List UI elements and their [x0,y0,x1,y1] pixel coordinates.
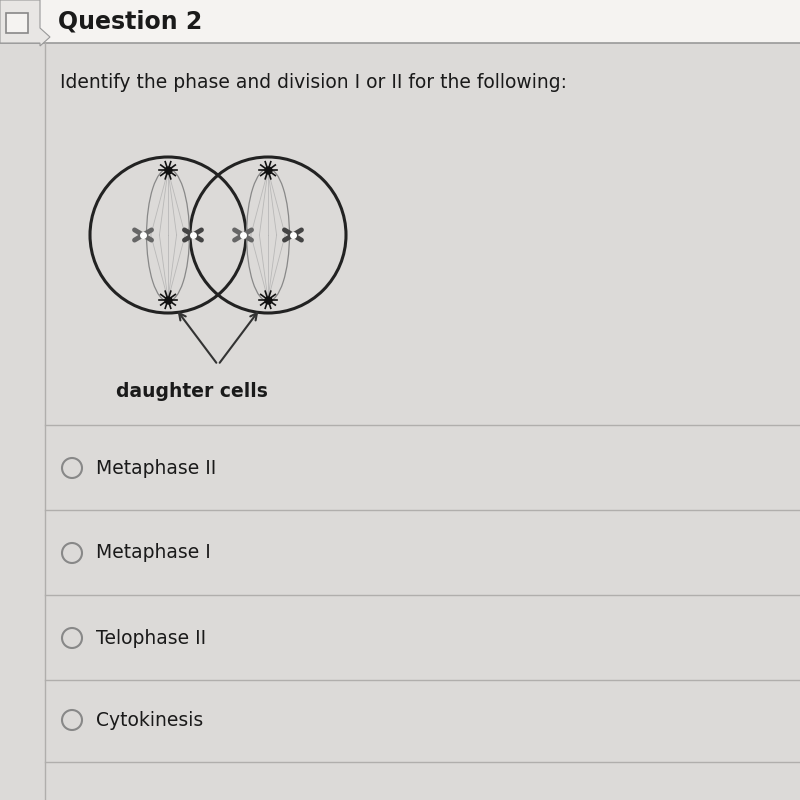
Text: Metaphase I: Metaphase I [96,543,210,562]
Text: Identify the phase and division I or II for the following:: Identify the phase and division I or II … [60,73,567,91]
FancyBboxPatch shape [0,43,800,800]
Text: Cytokinesis: Cytokinesis [96,710,203,730]
Text: Metaphase II: Metaphase II [96,458,216,478]
Text: Question 2: Question 2 [58,10,202,34]
Text: daughter cells: daughter cells [116,382,268,401]
FancyBboxPatch shape [6,13,28,33]
Text: Telophase II: Telophase II [96,629,206,647]
Polygon shape [0,0,50,46]
FancyBboxPatch shape [0,0,800,43]
